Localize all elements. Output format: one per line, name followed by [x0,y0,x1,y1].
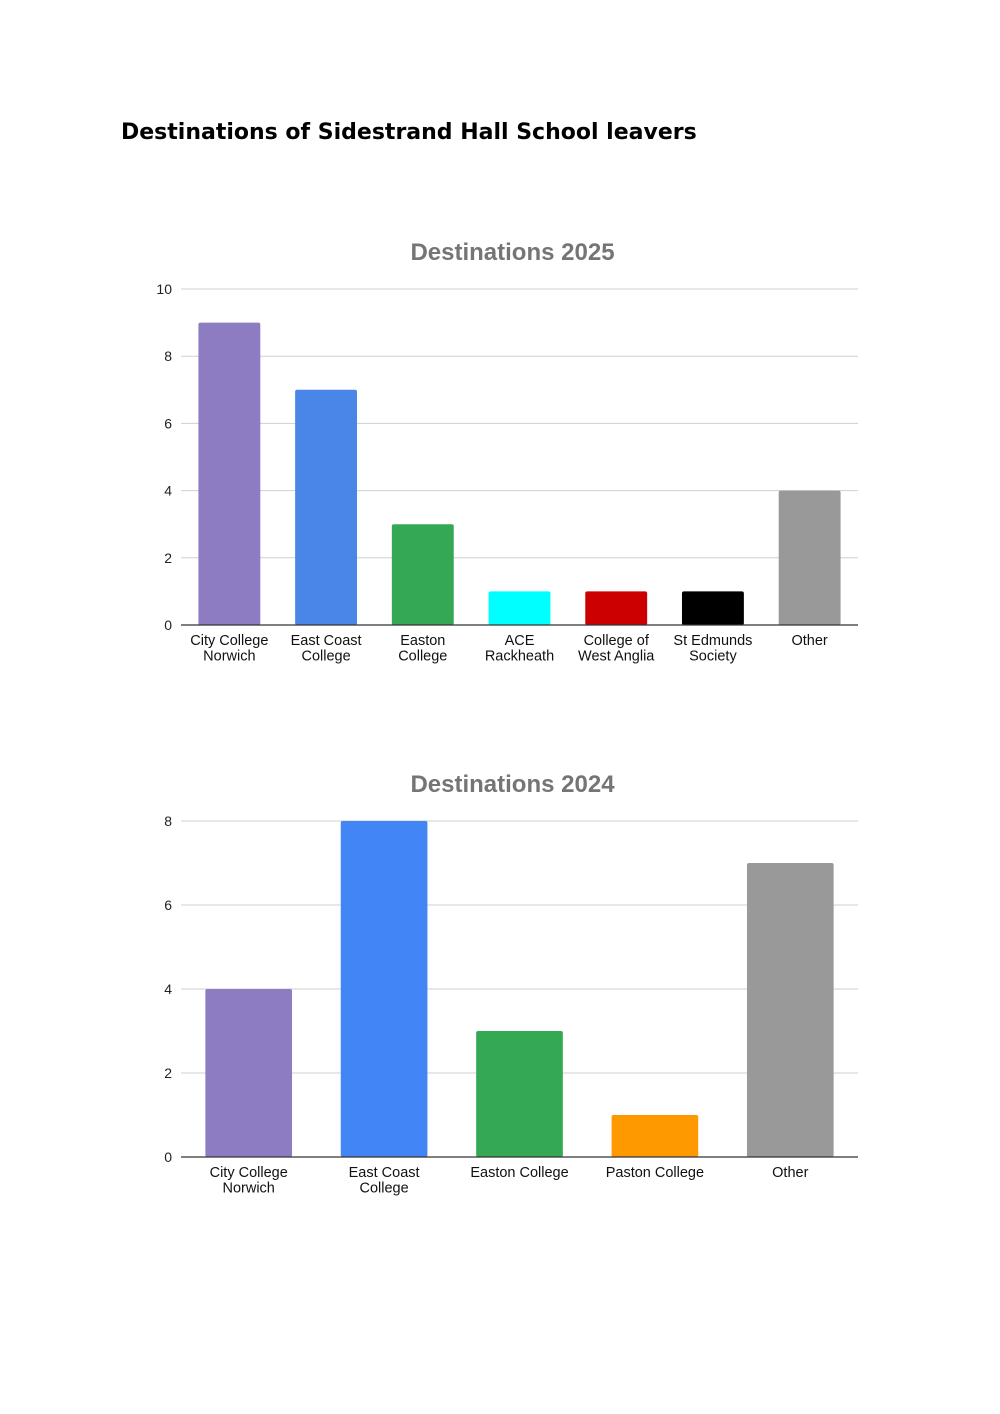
y-tick-label: 0 [164,1149,172,1165]
bar-0 [198,322,261,625]
chart-title: Destinations 2025 [410,239,614,266]
x-category-label: St Edmunds Society [673,633,752,665]
chart-destinations-2025: Destinations 2025 0 2 4 6 8 10 City College Norw… [156,239,858,665]
x-category-label: Other [792,633,828,649]
x-category-label: Paston College [606,1165,704,1181]
x-category-label: Easton College [470,1165,568,1181]
bar-3 [611,1115,699,1157]
y-tick-label: 6 [164,415,172,431]
y-tick-label: 8 [164,813,172,829]
bar-5 [681,591,744,625]
y-tick-label: 2 [164,550,172,566]
page-title: Destinations of Sidestrand Hall School l… [121,120,697,145]
bar-0 [205,989,293,1157]
x-category-label: Other [772,1165,808,1181]
bar-6 [778,490,841,625]
x-category-label: East Coast College [291,633,362,665]
y-tick-label: 10 [156,281,172,297]
bar-2 [476,1031,563,1157]
y-tick-label: 6 [164,897,172,913]
x-category-label: City College Norwich [190,633,268,665]
chart-destinations-2024: Destinations 2024 0 2 4 6 8 City College Norwic… [164,771,858,1197]
x-category-label: Easton College [398,633,447,665]
bar-4 [585,591,648,625]
x-category-label: East Coast College [349,1165,420,1197]
bar-2 [391,524,454,625]
bar-3 [488,591,551,625]
x-category-label: ACE Rackheath [485,633,554,665]
x-category-label: College of West Anglia [578,633,655,665]
y-tick-label: 0 [164,617,172,633]
bar-4 [746,863,834,1157]
y-tick-label: 4 [164,483,172,499]
chart-title: Destinations 2024 [410,771,615,798]
y-tick-label: 2 [164,1065,172,1081]
x-category-label: City College Norwich [210,1165,288,1197]
y-tick-label: 8 [164,348,172,364]
bar-1 [340,821,428,1157]
y-tick-label: 4 [164,981,172,997]
bar-1 [295,389,358,625]
